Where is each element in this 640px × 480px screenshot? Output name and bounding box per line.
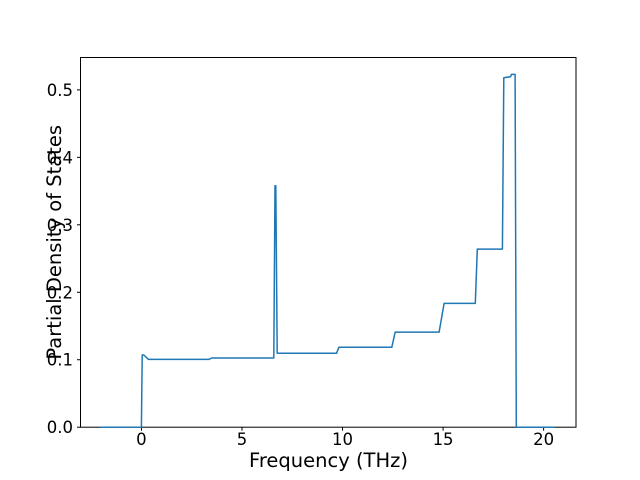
x-tick-label: 15 [433,430,454,449]
y-tick-label: 0.1 [47,351,73,370]
x-axis-label: Frequency (THz) [249,449,408,472]
y-tick-label: 0.0 [47,418,73,437]
y-tick-label: 0.3 [47,216,73,235]
plot-border [80,57,577,428]
y-tick-label: 0.4 [47,148,73,167]
x-tick-label: 20 [533,430,554,449]
y-tick-label: 0.5 [47,81,73,100]
x-tick-label: 0 [136,430,147,449]
y-axis-ticks: 0.0 0.1 0.2 0.3 0.4 0.5 [47,81,81,437]
x-axis-ticks: 0 5 10 15 20 [136,427,554,449]
y-axis-label: Partial Density of States [43,125,66,360]
x-tick-label: 10 [332,430,353,449]
y-tick-label: 0.2 [47,283,73,302]
x-tick-label: 5 [237,430,248,449]
pdos-line [99,73,555,428]
